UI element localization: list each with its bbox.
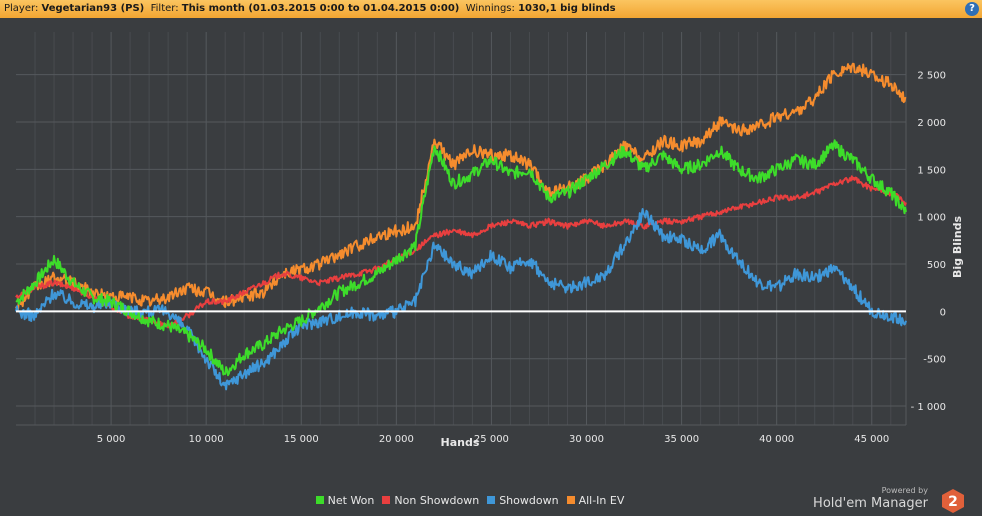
- legend-item[interactable]: All-In EV: [566, 494, 625, 507]
- player-value: Vegetarian93 (PS): [41, 3, 145, 14]
- graph-chart: 5 000 10 000 15 000 20 000 25 000 30 000 35 00…: [0, 18, 982, 488]
- x-tick-label: 30 000: [569, 434, 604, 445]
- brand-logo: Powered by Hold'em Manager 2: [813, 486, 968, 514]
- series-line-showdown: [15, 208, 907, 391]
- legend-swatch: [315, 496, 324, 504]
- winnings-value: 1030,1 big blinds: [518, 3, 616, 14]
- legend-label: All-In EV: [578, 494, 625, 507]
- x-tick-label: 35 000: [664, 434, 699, 445]
- player-label: Player:: [4, 3, 39, 14]
- powered-by-text: Powered by: [881, 486, 928, 495]
- hm2-logo-icon: 2: [942, 489, 964, 513]
- svg-text:2: 2: [948, 494, 958, 510]
- x-tick-label: 5 000: [97, 434, 126, 445]
- legend-item[interactable]: Net Won: [315, 494, 375, 507]
- series-line-all-in-ev: [15, 62, 907, 311]
- x-tick-label: 20 000: [379, 434, 414, 445]
- legend-label: Net Won: [327, 494, 375, 507]
- filter-value: This month (01.03.2015 0:00 to 01.04.201…: [181, 3, 460, 14]
- winnings-label: Winnings:: [465, 3, 515, 14]
- legend-swatch: [487, 496, 496, 504]
- x-axis-label: Hands: [441, 436, 480, 449]
- y-tick-label: 500: [927, 260, 946, 271]
- y-tick-label: 1 500: [917, 165, 946, 176]
- y-tick-label: 2 000: [917, 118, 946, 129]
- x-tick-label: 40 000: [759, 434, 794, 445]
- x-tick-label: 45 000: [854, 434, 889, 445]
- legend-label: Non Showdown: [394, 494, 480, 507]
- chart-legend: Net Won Non Showdown Showdown All-In EV: [0, 494, 940, 507]
- y-tick-label: 1 000: [917, 213, 946, 224]
- brand-name: Hold'em Manager: [813, 496, 928, 511]
- tick-labels: 5 000 10 000 15 000 20 000 25 000 30 000 35 00…: [97, 71, 946, 445]
- legend-item[interactable]: Non Showdown: [382, 494, 479, 507]
- legend-swatch: [566, 496, 575, 504]
- series-line-net-won: [15, 139, 907, 377]
- y-tick-label: 2 500: [917, 71, 946, 82]
- y-tick-label: 0: [940, 307, 946, 318]
- help-icon[interactable]: ?: [965, 2, 979, 16]
- x-tick-label: 25 000: [474, 434, 509, 445]
- legend-swatch: [382, 496, 391, 504]
- y-tick-label: - 1 000: [911, 402, 946, 413]
- series-lines: [15, 62, 907, 391]
- y-axis-label: Big Blinds: [951, 216, 964, 278]
- legend-label: Showdown: [499, 494, 559, 507]
- filter-label: Filter:: [150, 3, 179, 14]
- y-tick-label: -500: [923, 355, 946, 366]
- legend-item[interactable]: Showdown: [487, 494, 559, 507]
- x-tick-label: 10 000: [189, 434, 224, 445]
- x-tick-label: 15 000: [284, 434, 319, 445]
- grid-lines: [16, 32, 907, 426]
- info-bar: Player: Vegetarian93 (PS) Filter: This m…: [0, 0, 982, 18]
